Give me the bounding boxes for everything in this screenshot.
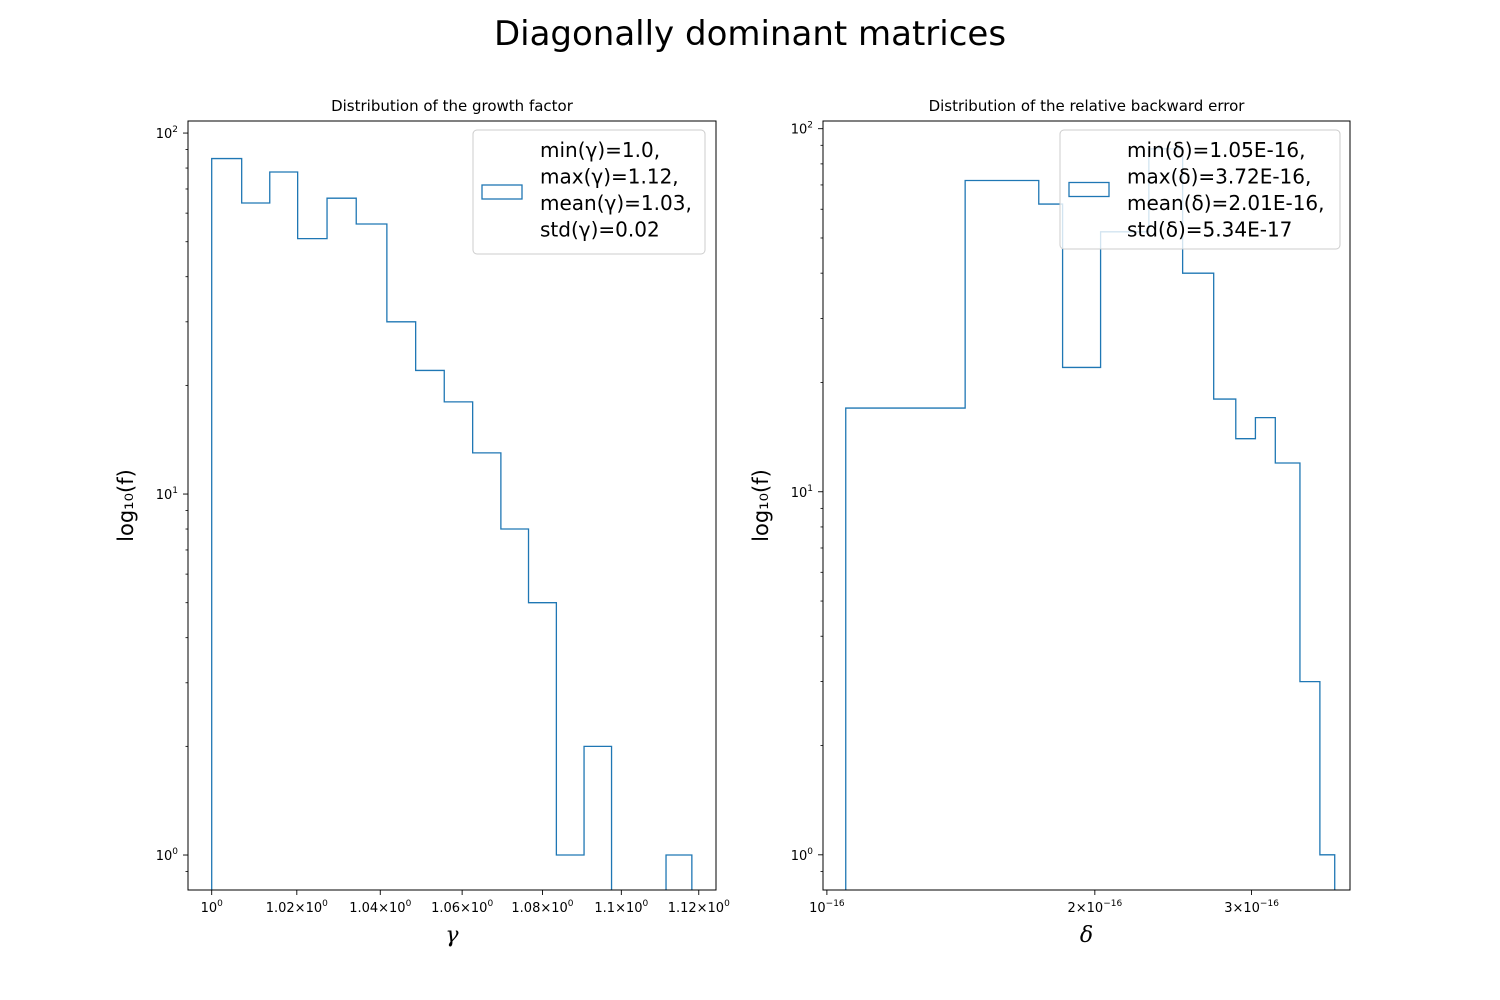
subplot-title: Distribution of the relative backward er… bbox=[929, 97, 1246, 115]
x-tick-label: 1.12×100 bbox=[668, 899, 730, 916]
legend-entry-line: max(γ)=1.12, bbox=[540, 165, 679, 189]
y-tick-label: 101 bbox=[791, 484, 813, 501]
x-tick-label: 1.02×100 bbox=[266, 899, 328, 916]
histogram-step-series bbox=[211, 157, 693, 890]
legend-entry-line: std(γ)=0.02 bbox=[540, 218, 660, 242]
y-tick-label: 102 bbox=[156, 125, 178, 142]
y-tick-label: 100 bbox=[156, 847, 179, 864]
legend-entry-line: max(δ)=3.72E-16, bbox=[1127, 165, 1311, 189]
x-axis-label: δ bbox=[1080, 923, 1093, 948]
x-tick-label: 3×10−16 bbox=[1224, 899, 1279, 916]
x-tick-label: 2×10−16 bbox=[1067, 899, 1122, 916]
legend-entry-line: min(δ)=1.05E-16, bbox=[1127, 138, 1306, 162]
legend-entry-line: mean(γ)=1.03, bbox=[540, 191, 692, 215]
legend-box bbox=[472, 129, 706, 255]
histogram-step-series bbox=[845, 148, 1336, 890]
subplot-title: Distribution of the growth factor bbox=[331, 97, 574, 115]
legend: min(δ)=1.05E-16, max(δ)=3.72E-16,mean(δ)=… bbox=[1059, 129, 1341, 250]
y-tick-label: 101 bbox=[156, 486, 178, 503]
legend-swatch bbox=[1068, 181, 1110, 198]
subplot-2: 10−16 2×10−16 3×10−16 100 101 102 Distribution… bbox=[749, 97, 1351, 948]
legend: min(γ)=1.0, max(γ)=1.12,mean(γ)=1.03, std(… bbox=[472, 129, 706, 255]
axes-frame bbox=[822, 120, 1351, 891]
legend-swatch bbox=[481, 184, 523, 200]
legend-box bbox=[1059, 129, 1341, 250]
x-axis-label: γ bbox=[445, 923, 459, 948]
x-tick-label: 1.08×100 bbox=[511, 899, 573, 916]
legend-entry-line: mean(δ)=2.01E-16, bbox=[1127, 191, 1325, 215]
axes-frame bbox=[187, 120, 717, 891]
x-tick-label: 10−16 bbox=[809, 899, 845, 916]
x-tick-label: 1.06×100 bbox=[431, 899, 493, 916]
legend-entry-line: std(δ)=5.34E-17 bbox=[1127, 218, 1292, 242]
y-axis-label: log₁₀(f) bbox=[749, 469, 773, 542]
legend-entry-line: min(γ)=1.0, bbox=[540, 138, 660, 162]
y-axis-label: log₁₀(f) bbox=[114, 469, 138, 542]
x-tick-label: 1.1×100 bbox=[594, 899, 648, 916]
y-tick-label: 102 bbox=[791, 121, 813, 138]
x-tick-label: 100 bbox=[201, 899, 224, 916]
figure-title: Diagonally dominant matrices bbox=[493, 14, 1007, 54]
y-tick-label: 100 bbox=[791, 847, 814, 864]
subplot-1: 100 1.02×100 1.04×100 1.06×100 1.08×100 1.1×1… bbox=[114, 97, 730, 948]
x-tick-label: 1.04×100 bbox=[349, 899, 411, 916]
